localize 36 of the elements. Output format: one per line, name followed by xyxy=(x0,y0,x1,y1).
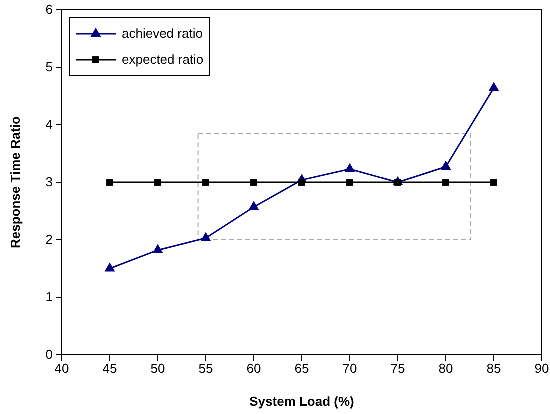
point xyxy=(490,179,498,186)
point xyxy=(250,179,258,186)
point xyxy=(248,201,260,210)
x-tick-label: 55 xyxy=(198,361,214,376)
y-tick-label: 1 xyxy=(46,290,53,305)
point xyxy=(344,163,356,172)
point xyxy=(440,160,452,170)
point xyxy=(104,262,116,272)
x-tick-label: 90 xyxy=(534,361,550,376)
x-tick-label: 80 xyxy=(438,361,454,376)
point xyxy=(202,179,210,186)
y-tick-label: 2 xyxy=(46,232,53,248)
point xyxy=(152,244,164,254)
x-tick-label: 70 xyxy=(342,361,358,376)
y-tick-label: 6 xyxy=(46,2,53,18)
point xyxy=(442,179,450,186)
point xyxy=(154,179,162,186)
legend-label: expected ratio xyxy=(122,52,204,67)
point xyxy=(346,179,354,186)
x-axis-title: System Load (%) xyxy=(250,394,354,409)
x-tick-label: 75 xyxy=(390,361,406,376)
point xyxy=(106,179,114,186)
point xyxy=(200,232,212,242)
legend-label: achieved ratio xyxy=(122,26,203,41)
y-tick-label: 3 xyxy=(46,174,53,190)
x-tick-label: 50 xyxy=(150,361,166,376)
y-tick-label: 5 xyxy=(46,60,53,75)
y-axis-title: Response Time Ratio xyxy=(8,116,23,248)
y-tick-label: 4 xyxy=(46,117,53,132)
x-tick-label: 85 xyxy=(486,361,502,376)
x-tick-label: 60 xyxy=(246,361,262,376)
x-tick-label: 40 xyxy=(54,361,70,376)
x-tick-label: 65 xyxy=(294,361,310,376)
x-tick-label: 45 xyxy=(102,361,118,376)
y-tick-label: 0 xyxy=(46,347,53,362)
point xyxy=(298,179,306,186)
